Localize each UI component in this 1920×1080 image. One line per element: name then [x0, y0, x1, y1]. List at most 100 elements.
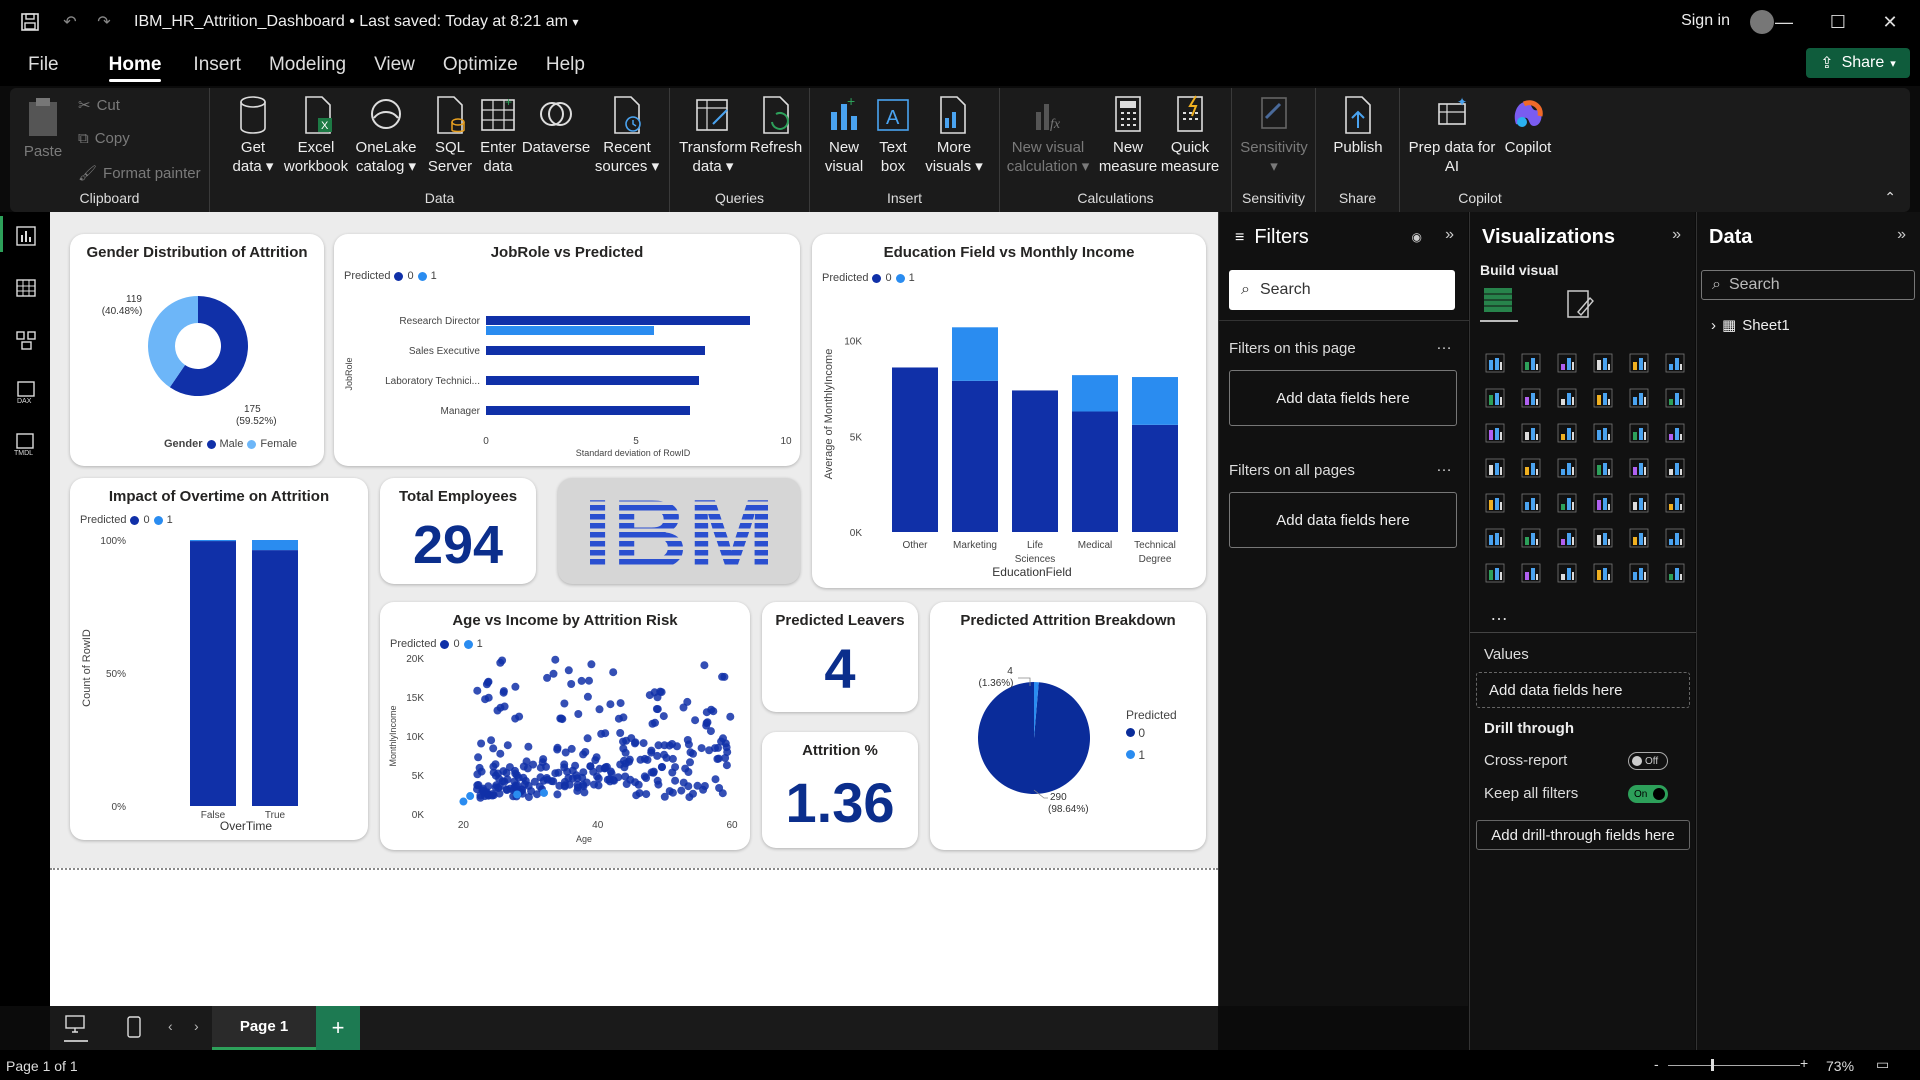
share-button[interactable]: ⇪ Share ▾	[1806, 48, 1910, 78]
scatter-point-0[interactable]	[564, 666, 573, 675]
scatter-point-0[interactable]	[595, 705, 604, 714]
scatter-point-0[interactable]	[484, 782, 493, 791]
add-page-icon[interactable]: +	[316, 1006, 360, 1050]
scatter-point-0[interactable]	[614, 714, 623, 723]
overtime-bar-0[interactable]	[252, 550, 298, 806]
scatter-point-0[interactable]	[639, 739, 648, 748]
power-automate-icon[interactable]	[1554, 560, 1580, 586]
jobrole-bar-0[interactable]	[486, 346, 705, 355]
scatter-point-0[interactable]	[524, 793, 533, 802]
scatter-point-0[interactable]	[648, 719, 657, 728]
sensitivity-button[interactable]: Sensitivity ▾	[1238, 94, 1310, 176]
redo-icon[interactable]: ↷	[97, 14, 111, 31]
scatter-point-0[interactable]	[583, 734, 592, 743]
stacked-column-chart-icon[interactable]	[1518, 350, 1544, 376]
jobrole-bar-0[interactable]	[486, 406, 690, 415]
scatter-point-0[interactable]	[483, 678, 492, 687]
clustered-bar-chart-icon[interactable]	[1554, 350, 1580, 376]
scatter-point-0[interactable]	[700, 661, 709, 670]
scatter-point-0[interactable]	[597, 729, 606, 738]
clustered-column-chart-icon[interactable]	[1590, 350, 1616, 376]
zoom-slider-thumb[interactable]	[1711, 1059, 1714, 1071]
scatter-point-0[interactable]	[573, 780, 582, 789]
scatter-point-1[interactable]	[540, 788, 548, 797]
scatter-point-0[interactable]	[726, 712, 735, 721]
drill-through-drop-zone[interactable]: Add drill-through fields here	[1476, 820, 1690, 850]
quick-measure-button[interactable]: Quick measure	[1158, 94, 1222, 176]
previous-page-icon[interactable]: ‹	[168, 1018, 173, 1034]
scatter-point-0[interactable]	[671, 763, 680, 772]
copy-button[interactable]: ⧉ Copy	[78, 130, 130, 147]
table-visual-icon[interactable]	[1590, 490, 1616, 516]
scatter-point-0[interactable]	[582, 778, 591, 787]
collapse-ribbon-icon[interactable]: ⌃	[1884, 189, 1896, 205]
scatter-point-1[interactable]	[513, 790, 522, 799]
scatter-point-0[interactable]	[473, 686, 482, 695]
scatter-point-0[interactable]	[686, 758, 694, 767]
collapse-visualizations-icon[interactable]: »	[1672, 226, 1681, 243]
scatter-point-0[interactable]	[621, 772, 630, 781]
scatter-point-0[interactable]	[543, 673, 552, 682]
filters-all-pages-drop-zone[interactable]: Add data fields here	[1229, 492, 1457, 548]
data-search-input[interactable]: ⌕ Search	[1701, 270, 1915, 300]
mobile-layout-icon[interactable]	[126, 1016, 142, 1043]
jobrole-card[interactable]: JobRole vs Predicted Predicted 0 1 JobRo…	[334, 234, 800, 466]
scatter-point-0[interactable]	[524, 742, 533, 751]
r-visual-icon[interactable]	[1662, 490, 1688, 516]
treemap-icon[interactable]	[1482, 455, 1508, 481]
close-icon[interactable]: ✕	[1882, 11, 1898, 32]
fit-to-page-icon[interactable]: ▭	[1876, 1056, 1890, 1072]
scatter-point-0[interactable]	[581, 748, 590, 756]
scatter-point-0[interactable]	[654, 780, 663, 789]
pie-chart-icon[interactable]	[1626, 420, 1652, 446]
new-measure-button[interactable]: New measure	[1098, 94, 1158, 176]
zoom-slider[interactable]	[1668, 1059, 1800, 1071]
scatter-point-0[interactable]	[703, 718, 712, 727]
scatter-point-0[interactable]	[580, 788, 589, 797]
scatter-point-0[interactable]	[519, 773, 528, 782]
menu-modeling[interactable]: Modeling	[268, 54, 347, 75]
scatter-point-0[interactable]	[681, 764, 690, 773]
scatter-point-0[interactable]	[609, 668, 618, 677]
scatter-point-0[interactable]	[714, 754, 723, 763]
scatter-point-0[interactable]	[519, 762, 528, 771]
100-stacked-area-chart-icon[interactable]	[1590, 385, 1616, 411]
scatter-point-0[interactable]	[564, 774, 573, 782]
education-income-card[interactable]: Education Field vs Monthly Income Predic…	[812, 234, 1206, 588]
map-icon[interactable]	[1518, 455, 1544, 481]
education-bar-1[interactable]	[952, 327, 998, 381]
scatter-point-0[interactable]	[711, 775, 720, 784]
cross-report-toggle[interactable]: Off	[1628, 752, 1668, 770]
scatter-point-0[interactable]	[586, 762, 595, 771]
scatter-point-0[interactable]	[647, 748, 656, 757]
tmdl-view-icon[interactable]: TMDL	[12, 430, 40, 458]
card-icon[interactable]	[1662, 455, 1688, 481]
cut-button[interactable]: ✂ Cut	[78, 96, 120, 115]
legend-1[interactable]: 1	[430, 270, 437, 282]
text-box-button[interactable]: A Text box	[870, 94, 916, 176]
education-bar-0[interactable]	[1072, 411, 1118, 532]
python-visual-icon[interactable]	[1482, 525, 1508, 551]
scatter-point-0[interactable]	[511, 714, 520, 723]
100-stacked-bar-chart-icon[interactable]	[1626, 350, 1652, 376]
attrition-percent-card[interactable]: Attrition % 1.36	[762, 732, 918, 848]
education-bar-0[interactable]	[892, 367, 938, 532]
waterfall-chart-icon[interactable]	[1518, 420, 1544, 446]
scatter-point-0[interactable]	[484, 693, 493, 702]
scatter-point-0[interactable]	[684, 782, 693, 791]
get-data-button[interactable]: Get data ▾	[228, 94, 278, 176]
fabric-icon[interactable]	[1626, 560, 1652, 586]
scatter-point-0[interactable]	[722, 761, 731, 770]
menu-file[interactable]: File	[28, 54, 59, 75]
education-bar-1[interactable]	[1132, 377, 1178, 425]
scatter-point-0[interactable]	[479, 787, 488, 796]
legend-0[interactable]: 0	[407, 270, 414, 282]
scatter-point-0[interactable]	[668, 754, 677, 763]
slicer-icon[interactable]	[1554, 490, 1580, 516]
education-bar-0[interactable]	[1132, 424, 1178, 532]
legend-1[interactable]: 1	[476, 638, 483, 650]
scatter-point-0[interactable]	[563, 767, 572, 776]
minimize-icon[interactable]: —	[1775, 11, 1793, 32]
legend-1[interactable]: 1	[908, 272, 915, 284]
scatter-point-0[interactable]	[475, 763, 484, 772]
